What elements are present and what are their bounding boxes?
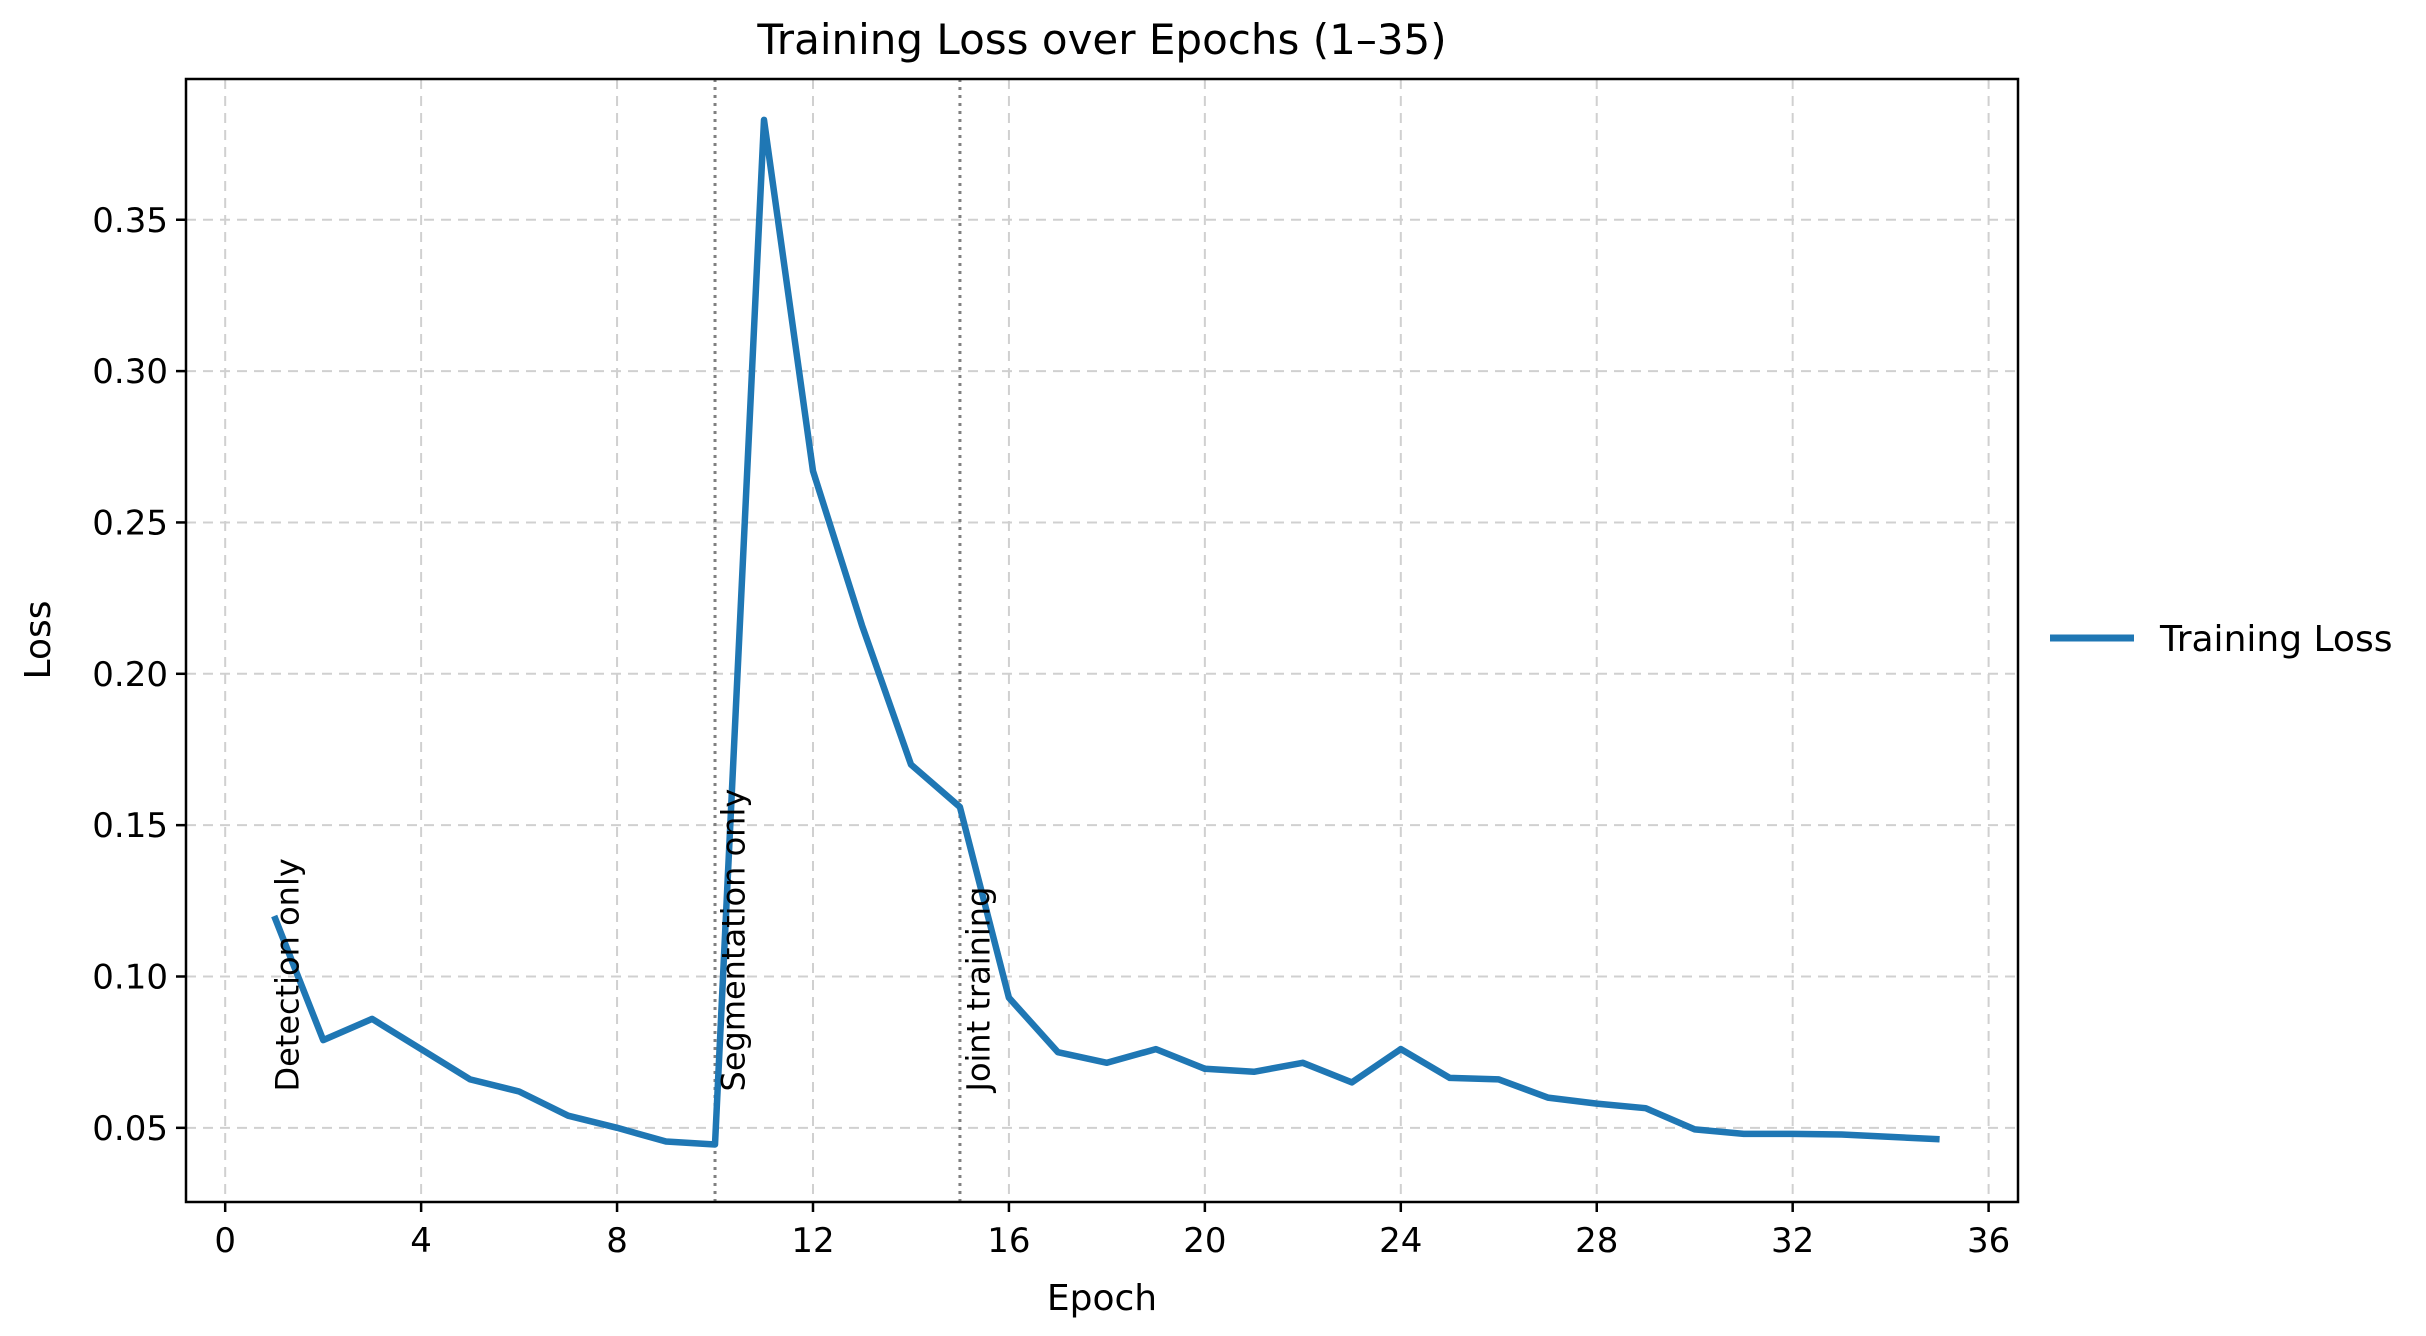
phase-annotation: Segmentation only — [714, 789, 752, 1092]
annotations: Detection only Segmentation only Joint tra… — [269, 789, 998, 1094]
x-tick-label: 8 — [606, 1221, 628, 1261]
x-tick-label: 4 — [410, 1221, 432, 1261]
x-tick-label: 24 — [1379, 1221, 1422, 1261]
y-axis-ticks: 0.05 0.10 0.15 0.20 0.25 0.30 0.35 — [92, 201, 186, 1149]
y-axis-label: Loss — [18, 601, 59, 680]
y-tick-label: 0.35 — [92, 201, 168, 241]
series-layer — [271, 116, 1940, 1148]
y-tick-label: 0.05 — [92, 1109, 168, 1149]
x-tick-label: 16 — [987, 1221, 1030, 1261]
legend-label-training-loss: Training Loss — [2159, 619, 2392, 660]
x-tick-label: 0 — [214, 1221, 236, 1261]
x-tick-label: 36 — [1967, 1221, 2010, 1261]
x-tick-label: 32 — [1771, 1221, 1814, 1261]
x-tick-label: 28 — [1575, 1221, 1618, 1261]
plot-frame — [184, 77, 2020, 1204]
y-tick-label: 0.25 — [92, 503, 168, 543]
y-tick-label: 0.10 — [92, 957, 168, 997]
chart-title: Training Loss over Epochs (1–35) — [756, 15, 1446, 64]
grid — [186, 79, 2018, 1202]
x-tick-label: 12 — [791, 1221, 834, 1261]
legend: Training Loss — [2050, 619, 2392, 660]
x-axis-label: Epoch — [1047, 1278, 1157, 1319]
phase-lines — [713, 79, 962, 1202]
phase-annotation: Joint training — [959, 887, 997, 1094]
x-tick-label: 20 — [1183, 1221, 1226, 1261]
y-tick-label: 0.15 — [92, 806, 168, 846]
y-tick-label: 0.20 — [92, 655, 168, 695]
y-tick-label: 0.30 — [92, 352, 168, 392]
x-axis-ticks: 0 4 8 12 16 20 24 28 32 36 — [214, 1202, 2010, 1261]
phase-annotation: Detection only — [269, 858, 307, 1091]
